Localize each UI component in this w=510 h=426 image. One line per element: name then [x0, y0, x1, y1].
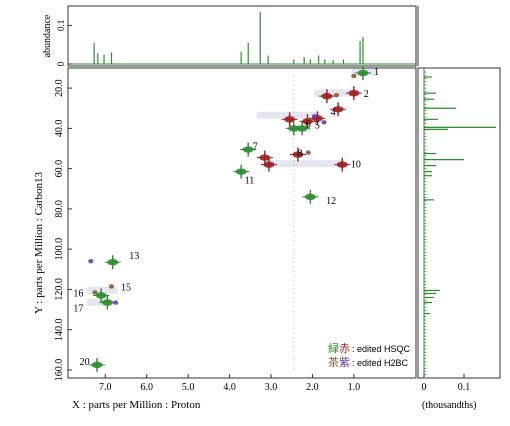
hsqc-cross-peak — [260, 157, 277, 172]
hsqc-cross-peak — [233, 164, 250, 179]
hsqc-cross-peak — [289, 147, 306, 162]
y-axis-label: Y : parts per Million : Carbon13 — [33, 172, 45, 314]
peak-label: 20 — [80, 357, 90, 368]
highlight-band — [256, 111, 321, 119]
right-projection-frame — [417, 67, 501, 379]
xtick-label: 7.0 — [99, 382, 112, 393]
h2bc-peak-body — [311, 114, 318, 119]
ytick-label: 140.0 — [54, 318, 65, 341]
ytick-label: 80.0 — [54, 200, 65, 218]
right-xlabel: (thousandths) — [422, 400, 476, 411]
peak-label: 8 — [298, 149, 303, 160]
ytick-label: 40.0 — [54, 120, 65, 138]
hsqc-cross-peak — [345, 86, 362, 101]
top-ytick-label: 0 — [56, 61, 66, 66]
hsqc-cross-peak — [281, 112, 298, 127]
hsqc-cross-peak — [330, 102, 347, 117]
plot-frames — [67, 5, 501, 379]
highlight-band — [268, 160, 344, 168]
legend-color-key: 赤 — [339, 342, 350, 355]
h2bc-peak-body — [88, 259, 94, 264]
right-xtick-label: 0.1 — [458, 382, 471, 393]
hsqc-cross-peak — [334, 157, 351, 172]
hsqc-cross-peak — [299, 114, 316, 129]
hsqc-cross-peak — [318, 89, 335, 104]
top-projection-frame — [67, 5, 417, 67]
h2bc-peak-body — [113, 300, 119, 305]
top-ylabel: abundance — [42, 14, 53, 57]
xtick-label: 3.0 — [265, 382, 278, 393]
axes: 7.0 6.0 5.0 4.0 3.0 2.0 1.0 20.0 40.0 60.0 80.0 100… — [33, 79, 360, 411]
ytick-label: 60.0 — [54, 160, 65, 178]
legend-color-key: 紫 — [339, 356, 350, 369]
hsqc-cross-peak — [104, 255, 121, 270]
hsqc-cross-peak — [294, 121, 311, 136]
peak-label: 6 — [306, 119, 311, 130]
peak-label: 10 — [351, 160, 361, 171]
hsqc-cross-peak — [89, 357, 105, 372]
h2bc-cross-peak — [321, 120, 327, 125]
right-projection: 0 0.1 (thousandths) — [422, 68, 496, 411]
top-ytick-label: 0.1 — [56, 20, 66, 31]
h2bc-peak-body — [305, 150, 311, 155]
h2bc-cross-peak — [92, 290, 98, 295]
h2bc-cross-peak — [333, 92, 340, 98]
h2bc-peak-body — [108, 284, 115, 289]
xtick-label: 2.0 — [306, 382, 319, 393]
xtick-label: 6.0 — [140, 382, 153, 393]
peak-label: 5 — [315, 120, 320, 131]
xtick-label: 1.0 — [348, 382, 361, 393]
peak-label: 15 — [121, 282, 131, 293]
h2bc-cross-peak — [351, 73, 357, 79]
legend-entry: 緑赤: edited HSQC — [328, 341, 411, 355]
xtick-label: 5.0 — [182, 382, 195, 393]
peak-label: 13 — [129, 251, 139, 262]
xtick-label: 4.0 — [223, 382, 236, 393]
legend-color-key: 緑 — [328, 341, 339, 355]
legend-color-key: 茶 — [328, 356, 339, 369]
x-axis-label: X : parts per Million : Proton — [72, 399, 201, 411]
h2bc-peak-body — [321, 120, 327, 125]
peak-label: 11 — [245, 176, 255, 187]
hsqc-cross-peak — [93, 288, 110, 303]
h2bc-peak-body — [92, 290, 98, 295]
right-xtick-label: 0 — [422, 382, 427, 393]
hsqc-cross-peak — [354, 66, 371, 81]
peak-label: 2 — [364, 89, 369, 100]
peak-label: 7 — [253, 142, 258, 153]
peak-label: 17 — [73, 304, 83, 315]
peak-label: 16 — [73, 288, 83, 299]
h2bc-cross-peak — [305, 150, 311, 155]
cross-peaks — [88, 66, 371, 372]
h2bc-cross-peak — [113, 300, 119, 305]
hsqc-cross-peak — [302, 189, 319, 204]
peak-label: 12 — [326, 196, 336, 207]
legend-label: : edited H2BC — [352, 358, 409, 368]
legend-label: : edited HSQC — [352, 344, 411, 354]
h2bc-cross-peak — [88, 259, 94, 264]
hsqc-cross-peak — [99, 295, 116, 310]
h2bc-peak-body — [351, 73, 357, 79]
peak-label: 4 — [331, 107, 336, 118]
h2bc-cross-peak — [311, 114, 318, 119]
hsqc-cross-peak — [256, 150, 273, 165]
legend-entry: 茶紫: edited H2BC — [328, 356, 409, 369]
ytick-label: 120.0 — [54, 278, 65, 301]
hsqc-cross-peak — [309, 111, 326, 126]
hsqc-cross-peak — [240, 142, 257, 157]
h2bc-cross-peak — [108, 284, 115, 289]
ytick-label: 100.0 — [54, 238, 65, 260]
ytick-label: 160.0 — [54, 359, 65, 382]
peak-label: 1 — [374, 67, 379, 78]
h2bc-peak-body — [333, 92, 340, 98]
ytick-label: 20.0 — [54, 79, 65, 97]
main-plot-frame — [67, 67, 417, 379]
